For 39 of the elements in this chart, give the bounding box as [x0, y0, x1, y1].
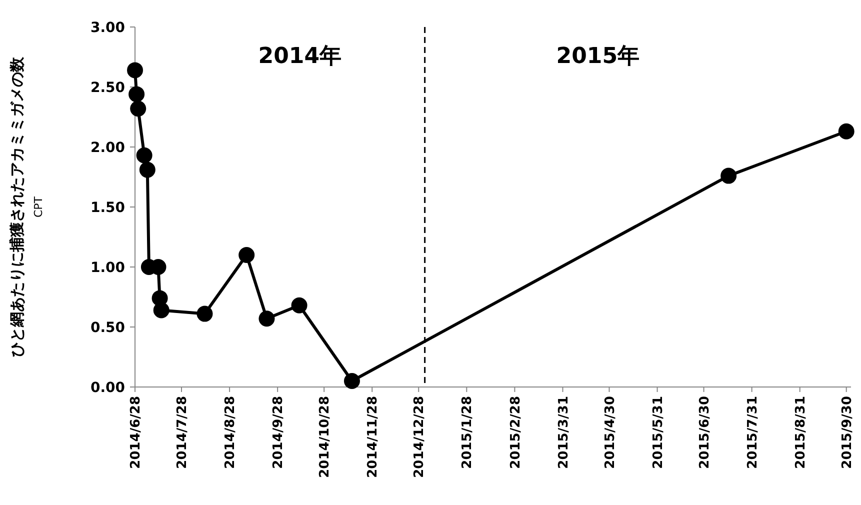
- y-tick-label: 2.50: [90, 80, 126, 96]
- x-tick-label: 2015/1/28: [460, 396, 476, 469]
- point: [196, 306, 213, 322]
- point: [344, 373, 360, 389]
- point: [153, 302, 170, 318]
- y-tick-label: 3.00: [90, 20, 126, 36]
- x-tick-label: 2015/9/30: [840, 396, 855, 469]
- point: [291, 297, 308, 314]
- x-tick-label: 2014/8/28: [223, 396, 238, 469]
- x-tick-label: 2015/2/28: [508, 396, 524, 469]
- x-tick-label: 2015/3/31: [556, 396, 572, 469]
- x-tick-label: 2014/10/28: [318, 396, 333, 478]
- point: [238, 247, 255, 263]
- x-tick-label: 2015/4/30: [602, 396, 618, 469]
- x-tick-label: 2015/7/31: [745, 396, 760, 469]
- annotation: 2015年: [556, 44, 640, 69]
- x-tick-label: 2015/5/31: [650, 396, 666, 469]
- x-tick-label: 2014/9/28: [271, 396, 286, 469]
- point: [139, 162, 156, 178]
- point: [720, 168, 737, 184]
- y-tick-label: 0.50: [90, 320, 126, 336]
- x-tick-label: 2014/11/28: [366, 396, 381, 478]
- point: [128, 86, 145, 102]
- y-tick-label: 1.00: [90, 260, 126, 276]
- x-tick-label: 2014/12/28: [412, 396, 428, 478]
- y-axis-title: ひと網あたりに捕獲されたアカミミガメの数 CPT: [8, 56, 45, 357]
- point: [136, 147, 152, 164]
- point: [258, 310, 275, 327]
- y-tick-label: 1.50: [90, 200, 126, 216]
- point: [130, 100, 146, 117]
- point: [127, 62, 143, 78]
- annotation: 2014年: [258, 44, 342, 69]
- x-tick-label: 2014/7/28: [175, 396, 190, 469]
- x-tick-label: 2015/6/30: [697, 396, 712, 469]
- x-tick-label: 2014/6/28: [128, 396, 144, 469]
- y-tick-label: 0.00: [90, 380, 126, 396]
- point: [838, 123, 854, 140]
- y-tick-label: 2.00: [90, 140, 126, 156]
- x-tick-label: 2015/8/31: [793, 396, 808, 469]
